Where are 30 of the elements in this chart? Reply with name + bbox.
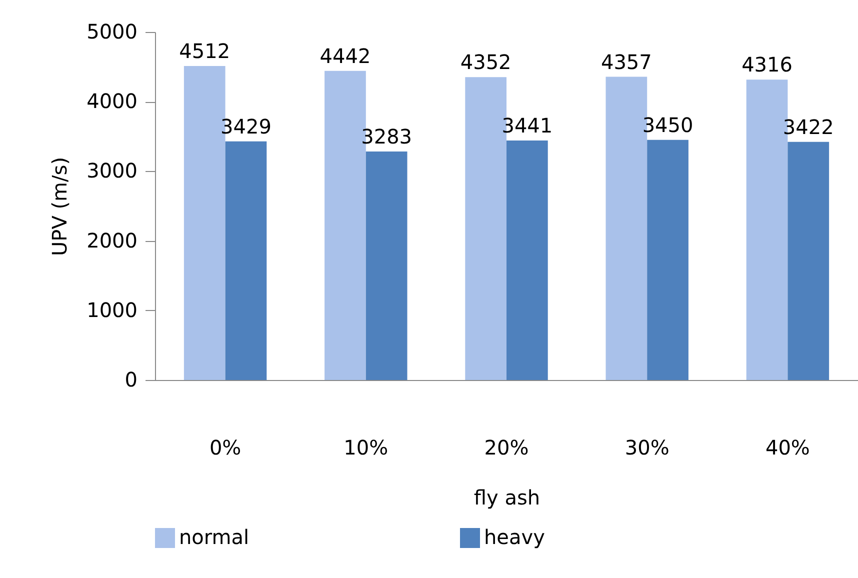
bar [788, 142, 830, 380]
data-label: 4512 [179, 38, 230, 63]
bar [647, 140, 688, 380]
data-label: 4442 [320, 44, 371, 68]
data-label: 4352 [460, 50, 512, 74]
legend-label: heavy [484, 525, 546, 549]
bar [506, 140, 548, 380]
y-axis-title: UPV (m/s) [48, 157, 72, 256]
x-axis-title: fly ash [474, 486, 540, 510]
y-tick-label: 3000 [86, 158, 138, 183]
x-tick-label: 30% [624, 436, 670, 460]
data-label: 3450 [642, 112, 694, 137]
data-label: 3283 [361, 124, 412, 149]
x-tick-label: 0% [209, 436, 242, 460]
data-label: 4316 [742, 52, 792, 77]
y-tick-label: 2000 [86, 228, 138, 252]
x-tick-label: 10% [344, 436, 388, 460]
bar [366, 152, 408, 380]
bar [225, 141, 267, 380]
data-label: 4357 [600, 50, 652, 74]
legend-label: normal [179, 525, 250, 549]
y-tick-label: 4000 [86, 89, 138, 114]
y-tick-label: 5000 [86, 20, 138, 44]
data-label: 3441 [502, 114, 553, 138]
x-tick-label: 20% [484, 436, 529, 460]
y-tick-label: 0 [124, 368, 138, 392]
data-label: 3422 [782, 114, 834, 139]
data-label: 3429 [220, 114, 272, 138]
y-tick-label: 1000 [86, 298, 138, 322]
x-tick-label: 40% [765, 436, 810, 460]
